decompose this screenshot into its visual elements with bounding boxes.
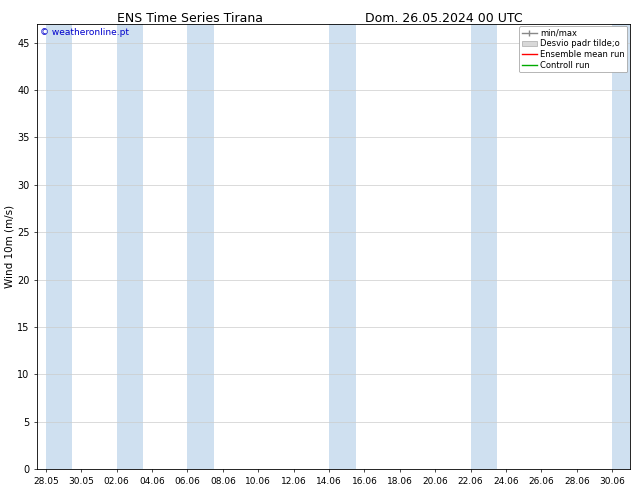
- Bar: [612, 24, 634, 469]
- Bar: [117, 24, 143, 469]
- Y-axis label: Wind 10m (m/s): Wind 10m (m/s): [4, 205, 14, 288]
- Legend: min/max, Desvio padr tilde;o, Ensemble mean run, Controll run: min/max, Desvio padr tilde;o, Ensemble m…: [519, 26, 627, 72]
- Bar: [46, 24, 72, 469]
- Bar: [329, 24, 356, 469]
- Text: ENS Time Series Tirana: ENS Time Series Tirana: [117, 12, 263, 25]
- Bar: [188, 24, 214, 469]
- Bar: [470, 24, 497, 469]
- Text: © weatheronline.pt: © weatheronline.pt: [40, 28, 129, 37]
- Text: Dom. 26.05.2024 00 UTC: Dom. 26.05.2024 00 UTC: [365, 12, 522, 25]
